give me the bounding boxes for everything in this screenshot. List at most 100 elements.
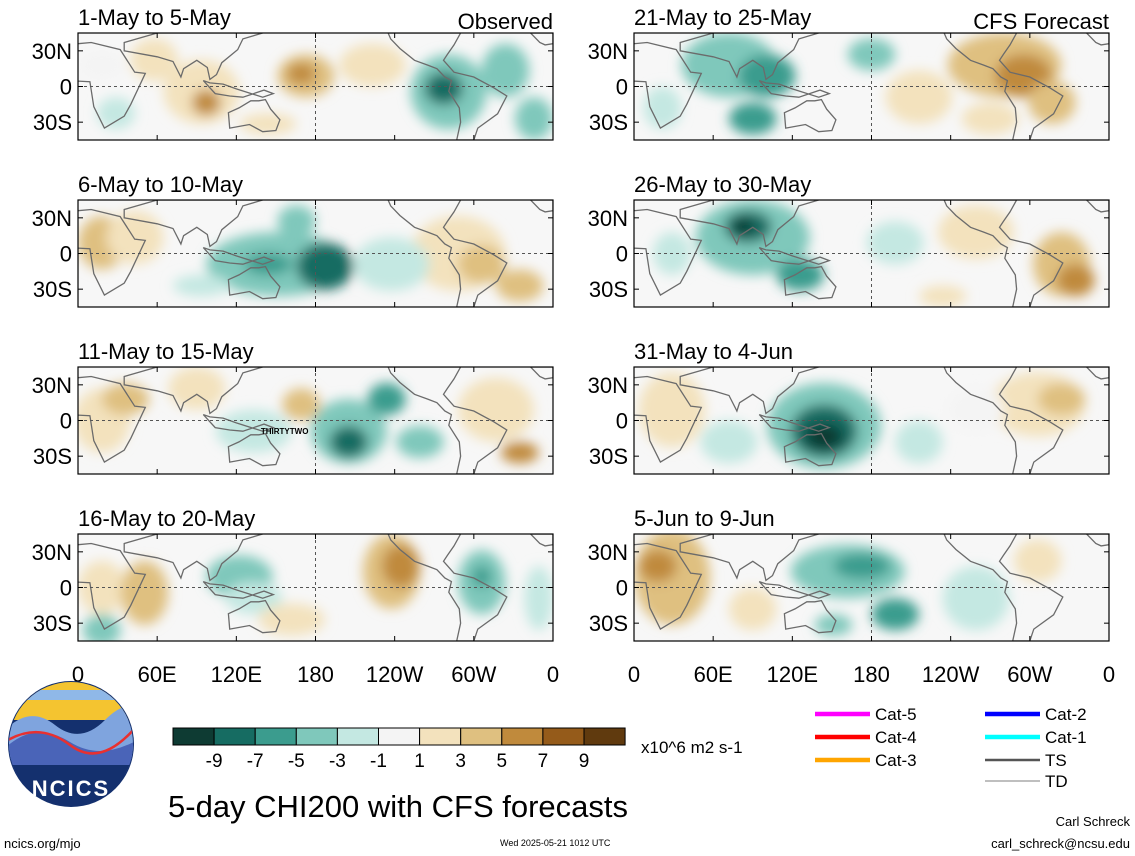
lat-tick-label: 30S: [33, 444, 72, 469]
chi-anomaly-contour: [643, 86, 682, 130]
coastline: [758, 413, 832, 432]
chi-anomaly-contour: [329, 425, 368, 458]
coastline: [758, 79, 832, 98]
chi-anomaly-contour: [424, 72, 463, 105]
chi-anomaly-contour: [78, 49, 126, 82]
lat-labels-left: 30N 0 30S 30N 0 30S 30N 0 30S 30N 0 30S: [32, 39, 72, 636]
legend-label: TD: [1045, 772, 1068, 791]
coastline: [679, 200, 819, 248]
coastline: [529, 367, 553, 380]
coastline: [123, 534, 263, 582]
chi-anomaly-contour: [287, 62, 316, 85]
panel-date-range: 6-May to 10-May: [78, 172, 243, 197]
logo-text: NCICS: [32, 776, 110, 801]
colorbar-swatch: [213, 727, 256, 746]
coastline: [227, 98, 281, 133]
legend-label: TS: [1045, 751, 1067, 770]
colorbar-swatch: [419, 727, 462, 746]
source-url[interactable]: ncics.org/mjo: [4, 836, 81, 851]
author-name: Carl Schreck: [1056, 814, 1131, 829]
left-panel-4: 16-May to 20-May: [77, 506, 554, 642]
chi-anomaly-contour: [277, 205, 316, 238]
chi-anomaly-contour: [814, 614, 853, 636]
coastline: [227, 432, 281, 467]
colorbar-swatch: [295, 727, 338, 746]
coastline: [123, 200, 263, 248]
chi-anomaly-contour: [515, 97, 553, 140]
coastline: [202, 246, 276, 265]
lat-tick-label: 30N: [588, 39, 628, 64]
author-email[interactable]: carl_schreck@ncsu.edu: [991, 836, 1130, 851]
colorbar-tick-label: 5: [497, 751, 508, 772]
coastline: [783, 98, 837, 133]
colorbar-tick-label: -3: [329, 751, 346, 772]
coastline: [78, 375, 147, 464]
lat-tick-label: 30S: [589, 444, 628, 469]
colorbar-tick-label: -7: [247, 751, 264, 772]
chi-anomaly-contour: [339, 43, 406, 87]
coastline: [387, 200, 508, 307]
coastline: [387, 534, 508, 641]
colorbar: -9 -7 -5 -3 -1 1 3 5 7 9: [172, 727, 626, 772]
chi-anomaly-contour: [173, 274, 230, 297]
chi-anomaly-contour: [353, 237, 430, 291]
lon-tick-label: 0: [628, 662, 640, 687]
lat-tick-label: 30N: [32, 206, 72, 231]
colorbar-tick-label: 9: [579, 751, 590, 772]
legend-label: Cat-2: [1045, 705, 1087, 724]
panel-date-range: 31-May to 4-Jun: [634, 339, 793, 364]
coastline: [202, 79, 276, 98]
chi-anomaly-contour: [296, 242, 354, 290]
chi-anomaly-contour: [481, 43, 530, 98]
colorbar-tick-label: -1: [370, 751, 387, 772]
chi-anomaly-contour: [106, 210, 164, 265]
lat-tick-label: 30S: [589, 110, 628, 135]
ncics-logo: NCICS: [8, 681, 134, 807]
storm-legend: Cat-5 Cat-2 Cat-4 Cat-1 Cat-3 TS TD: [815, 705, 1087, 791]
chi-anomaly-contour: [239, 113, 297, 135]
colorbar-swatch: [172, 727, 215, 746]
coastline: [943, 33, 1064, 140]
coastline: [943, 367, 1064, 474]
coastline: [758, 580, 832, 599]
coastline: [634, 542, 703, 631]
lat-tick-label: 0: [60, 242, 72, 267]
chi-anomaly-contour: [961, 102, 1019, 135]
chi-anomaly-contour: [120, 560, 169, 625]
chi-anomaly-contour: [396, 425, 444, 458]
lat-tick-label: 30N: [588, 206, 628, 231]
colorbar-swatch: [460, 727, 503, 746]
chi-anomaly-contour: [258, 603, 325, 636]
lon-tick-label: 120W: [922, 662, 980, 687]
colorbar-tick-label: 3: [455, 751, 466, 772]
panel-date-range: 5-Jun to 9-Jun: [634, 506, 775, 531]
coastline: [123, 367, 263, 415]
lon-tick-label: 0: [547, 662, 559, 687]
lon-tick-label: 120W: [366, 662, 424, 687]
chi-anomaly-contour: [500, 441, 539, 464]
lat-tick-label: 30S: [33, 611, 72, 636]
chi-anomaly-contour: [885, 70, 953, 124]
coastline: [943, 534, 1064, 641]
coastline: [123, 33, 263, 81]
left-panel-2: 6-May to 10-May: [77, 172, 554, 308]
lat-tick-label: 0: [616, 409, 628, 434]
chi-anomaly-contour: [738, 54, 796, 98]
lon-labels-left: 0 60E 120E 180 120W 60W 0: [72, 662, 559, 687]
colorbar-swatch: [336, 727, 379, 746]
coastline: [78, 542, 147, 631]
colorbar-tick-label: 1: [414, 751, 425, 772]
coastline: [387, 33, 508, 140]
right-panel-4: 5-Jun to 9-Jun: [633, 506, 1110, 642]
figure-title: 5-day CHI200 with CFS forecasts: [168, 789, 628, 824]
chi-anomaly-contour: [638, 550, 677, 583]
lat-tick-label: 30N: [588, 373, 628, 398]
colorbar-tick-label: 7: [538, 751, 549, 772]
chi-anomaly-contour: [524, 566, 553, 631]
panel-date-range: 11-May to 15-May: [78, 339, 254, 364]
lat-tick-label: 0: [616, 242, 628, 267]
lat-labels-right: 30N 0 30S 30N 0 30S 30N 0 30S 30N 0 30S: [588, 39, 628, 636]
coastline: [679, 534, 819, 582]
colorbar-swatch: [583, 727, 626, 746]
